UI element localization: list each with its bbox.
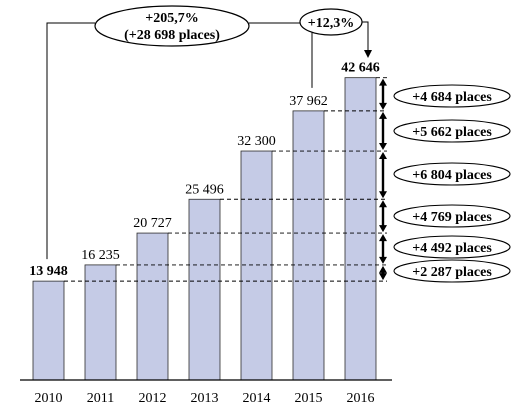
total-growth-percent: +205,7% bbox=[145, 11, 198, 26]
down-arrow-icon bbox=[379, 191, 387, 199]
value-label-group: 13 948 16 235 20 727 25 496 32 300 37 962 42 6… bbox=[29, 61, 380, 279]
down-arrow-icon bbox=[379, 256, 387, 264]
value-label-2013: 25 496 bbox=[185, 182, 224, 197]
total-growth-connector bbox=[46, 22, 95, 260]
value-label-2016: 42 646 bbox=[341, 61, 380, 76]
increment-badge-2015 bbox=[393, 119, 511, 143]
increment-guide-lines bbox=[64, 77, 387, 282]
x-tick-2013: 2013 bbox=[191, 391, 219, 406]
down-arrow-icon bbox=[364, 50, 372, 58]
last-year-growth-ellipse bbox=[299, 8, 363, 36]
increment-badge-2013 bbox=[393, 204, 511, 228]
increment-axis bbox=[379, 78, 387, 281]
increment-label-2013: +4 769 places bbox=[412, 210, 492, 225]
increment-badge-2016 bbox=[393, 84, 511, 108]
x-tick-2010: 2010 bbox=[35, 391, 63, 406]
increment-badge-2014 bbox=[393, 162, 511, 186]
last-year-growth-callout: +12,3% bbox=[299, 8, 372, 88]
bar-2014 bbox=[240, 150, 273, 381]
down-arrow-icon bbox=[379, 225, 387, 233]
x-tick-2011: 2011 bbox=[87, 391, 114, 406]
x-tick-2012: 2012 bbox=[139, 391, 167, 406]
up-arrow-icon bbox=[379, 265, 387, 273]
value-label-2015: 37 962 bbox=[289, 94, 328, 109]
bar-group bbox=[32, 77, 377, 381]
up-arrow-icon bbox=[379, 200, 387, 208]
value-label-2012: 20 727 bbox=[133, 216, 172, 231]
x-tick-2015: 2015 bbox=[295, 391, 323, 406]
increment-label-2011: +2 287 places bbox=[412, 265, 492, 280]
value-label-2010: 13 948 bbox=[29, 264, 68, 279]
increment-badge-2011 bbox=[393, 259, 511, 283]
bar-2016 bbox=[344, 77, 377, 381]
x-tick-2016: 2016 bbox=[347, 391, 375, 406]
total-growth-callout: +205,7% (+28 698 places) bbox=[46, 5, 250, 260]
increment-label-2016: +4 684 places bbox=[412, 90, 492, 105]
value-label-2014: 32 300 bbox=[237, 134, 276, 149]
x-tick-label-group: 2010 2011 2012 2013 2014 2015 2016 bbox=[35, 391, 375, 406]
total-growth-places: (+28 698 places) bbox=[124, 28, 220, 43]
increment-label-2014: +6 804 places bbox=[412, 168, 492, 183]
bar-2011 bbox=[84, 264, 117, 381]
x-tick-2014: 2014 bbox=[243, 391, 271, 406]
increment-badge-group: +4 684 places +5 662 places +6 804 places +… bbox=[393, 84, 511, 283]
total-growth-ellipse bbox=[94, 5, 250, 47]
up-arrow-icon bbox=[379, 111, 387, 119]
bar-2010 bbox=[32, 280, 65, 381]
down-arrow-icon bbox=[379, 102, 387, 110]
increment-label-2015: +5 662 places bbox=[412, 125, 492, 140]
increment-badge-2012 bbox=[393, 235, 511, 259]
up-arrow-icon bbox=[379, 152, 387, 160]
value-label-2011: 16 235 bbox=[81, 248, 120, 263]
up-arrow-icon bbox=[379, 78, 387, 86]
increment-label-2012: +4 492 places bbox=[412, 241, 492, 256]
bar-2012 bbox=[136, 232, 169, 381]
down-arrow-icon bbox=[379, 273, 387, 281]
last-year-growth-percent: +12,3% bbox=[308, 16, 354, 31]
up-arrow-icon bbox=[379, 234, 387, 242]
down-arrow-icon bbox=[379, 143, 387, 151]
bar-2013 bbox=[188, 198, 221, 381]
